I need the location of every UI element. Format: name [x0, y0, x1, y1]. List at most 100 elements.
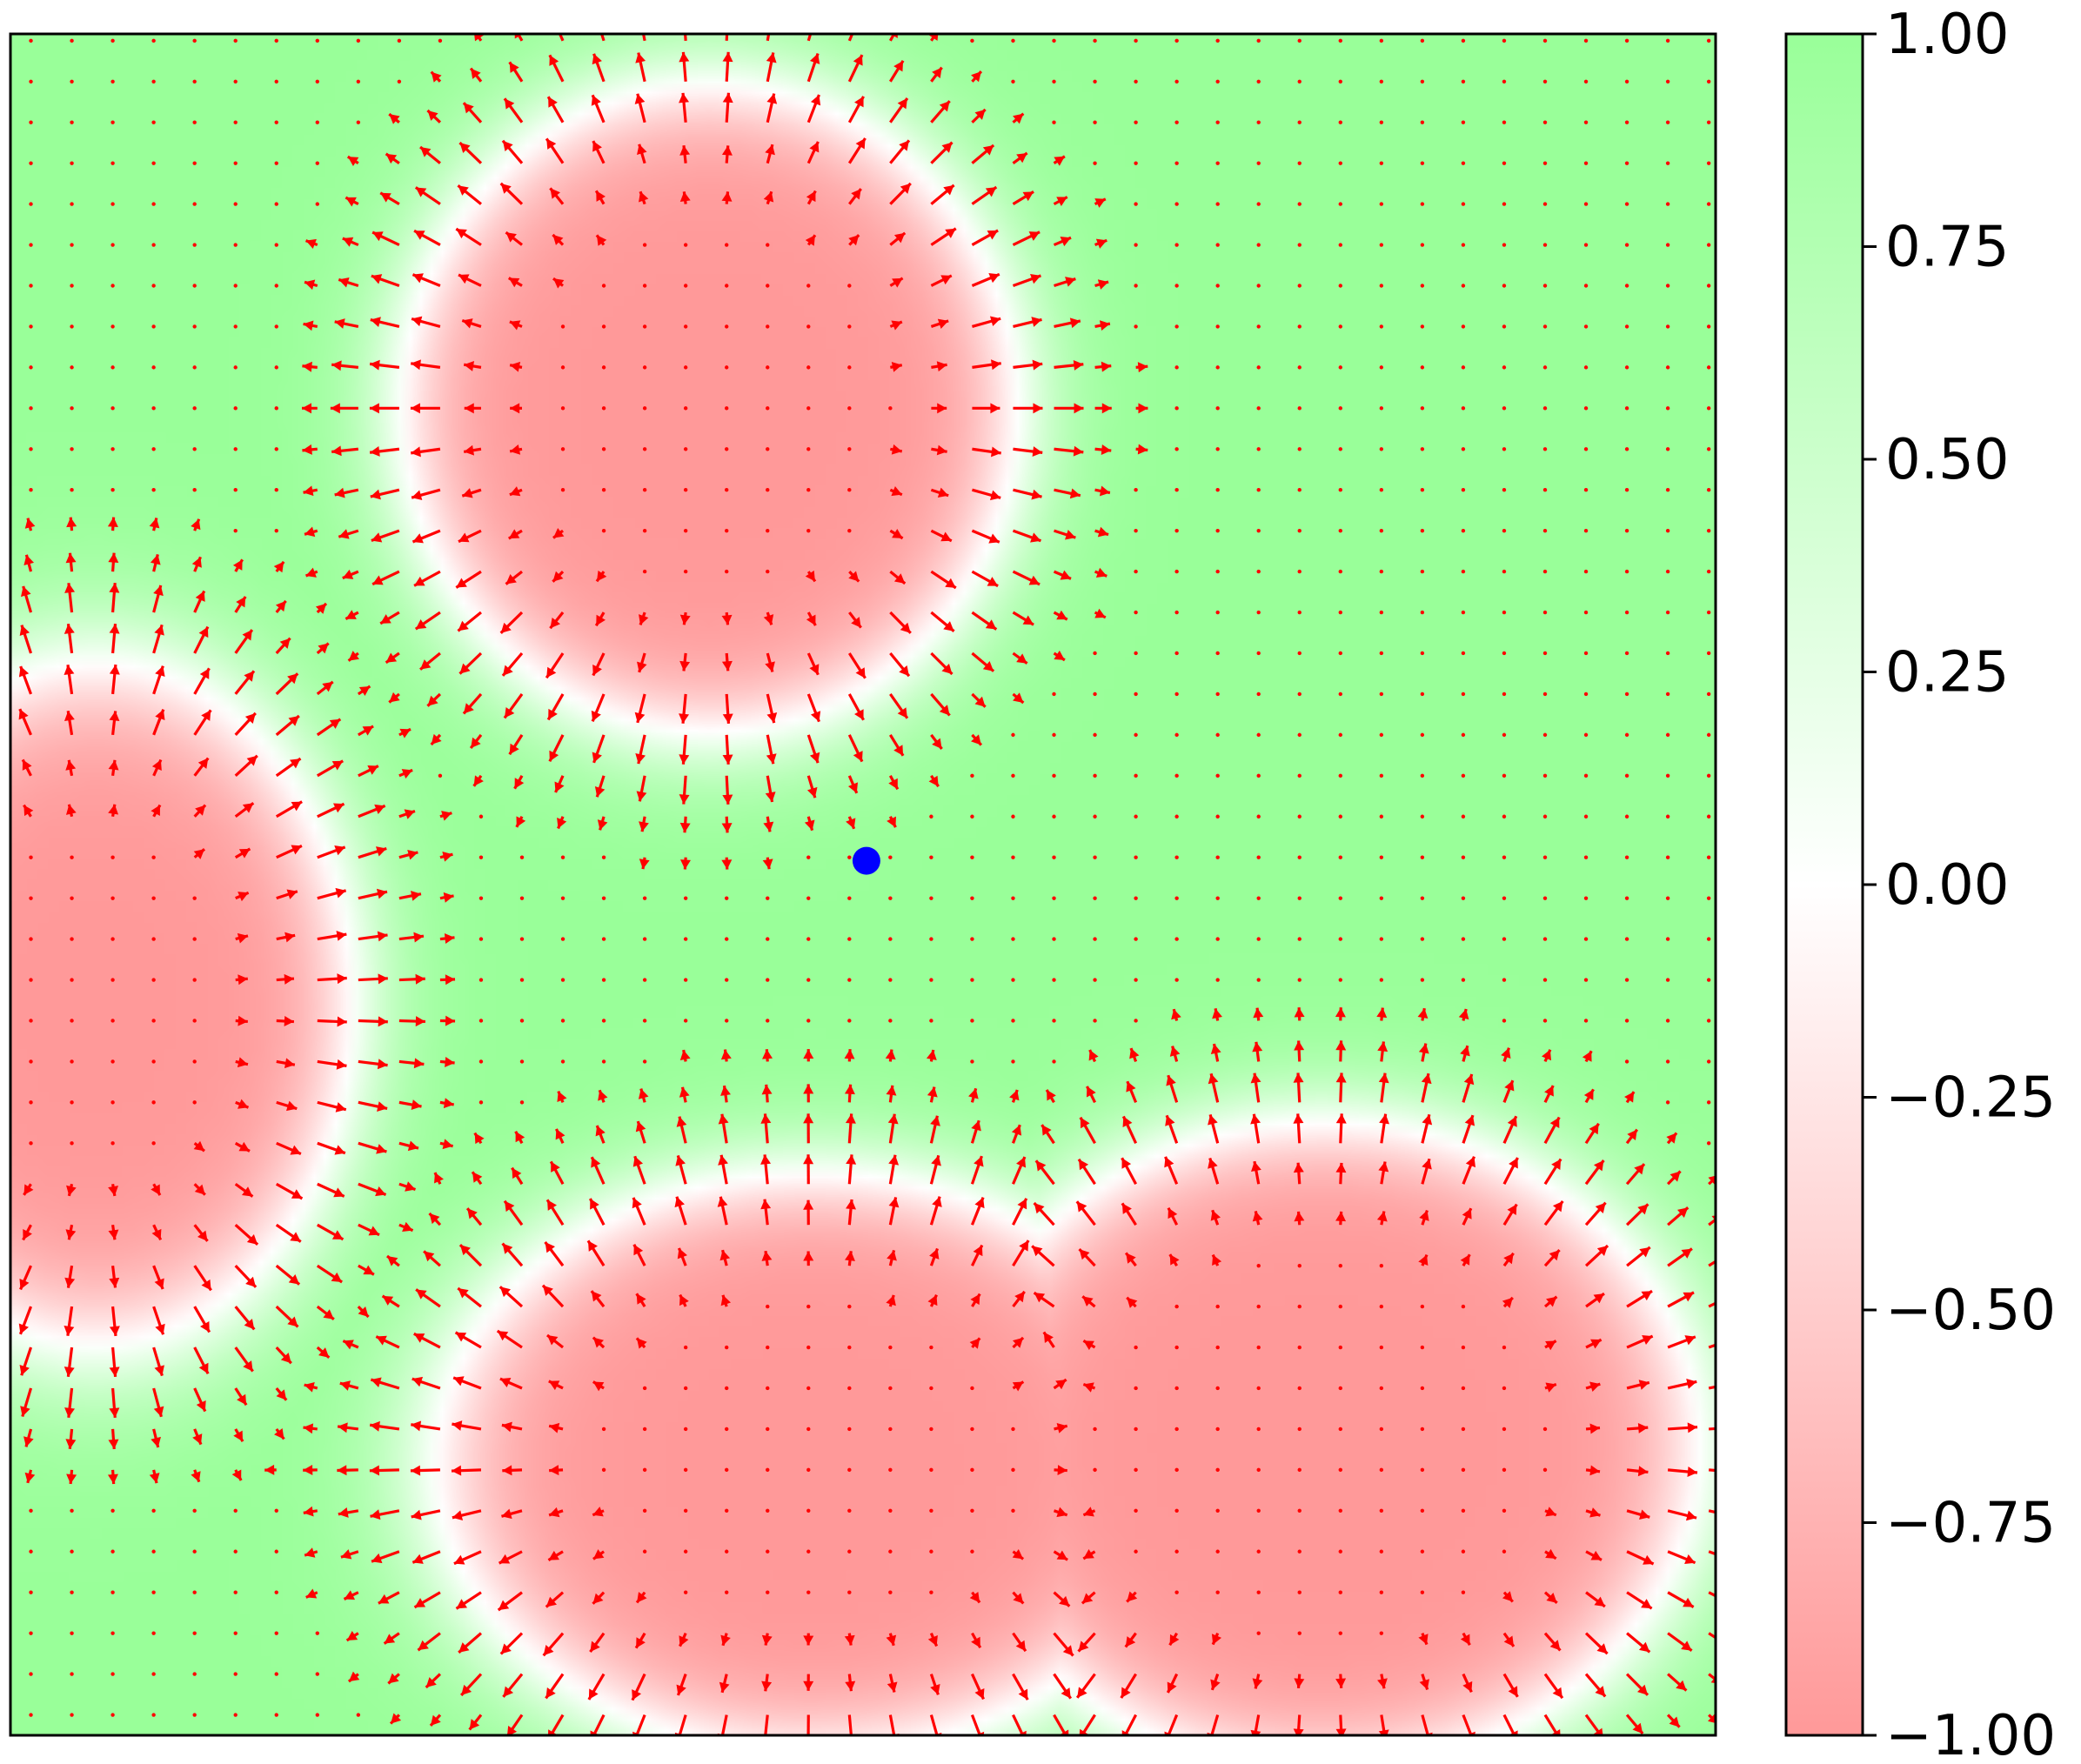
- vector-arrowhead: [635, 1121, 646, 1133]
- vector-arrowhead: [945, 228, 956, 238]
- vector-dot: [1542, 406, 1548, 411]
- vector-dot: [1461, 692, 1466, 697]
- vector-dot: [192, 406, 197, 411]
- vector-arrowhead: [387, 1256, 398, 1266]
- vector-arrowhead: [893, 573, 906, 584]
- vector-dot: [1011, 773, 1015, 778]
- vector-dot: [1379, 1508, 1384, 1513]
- vector-dot: [70, 447, 74, 451]
- vector-dot: [151, 1508, 156, 1513]
- vector-arrowhead: [154, 1278, 164, 1289]
- vector-arrowhead: [337, 1016, 347, 1027]
- vector-dot: [274, 1672, 278, 1676]
- vector-arrowhead: [636, 1338, 647, 1349]
- vector-dot: [1134, 79, 1138, 84]
- vector-dot: [1174, 1508, 1179, 1513]
- vector-dot: [151, 202, 156, 206]
- vector-dot: [1461, 161, 1466, 165]
- vector-arrowhead: [462, 318, 473, 329]
- vector-dot: [70, 38, 74, 43]
- vector-arrowhead: [900, 183, 911, 194]
- vector-arrowhead: [1125, 1636, 1136, 1647]
- vector-arrow: [558, 34, 565, 42]
- vector-dot: [970, 1386, 974, 1391]
- vector-dot: [151, 365, 156, 370]
- vector-dot: [1379, 1631, 1384, 1635]
- vector-arrowhead: [893, 232, 906, 244]
- vector-dot: [725, 365, 729, 370]
- vector-arrowhead: [809, 752, 820, 764]
- vector-dot: [356, 1713, 361, 1717]
- vector-arrowhead: [246, 1234, 258, 1245]
- vector-arrowhead: [1545, 1382, 1556, 1393]
- vector-dot: [1215, 488, 1220, 492]
- vector-dot: [806, 855, 811, 859]
- vector-dot: [315, 161, 319, 165]
- vector-dot: [1256, 365, 1261, 370]
- vector-dot: [1174, 651, 1179, 656]
- vector-arrowhead: [803, 1251, 814, 1261]
- vector-dot: [847, 1549, 852, 1554]
- vector-arrowhead: [464, 403, 474, 414]
- vector-dot: [1502, 896, 1507, 900]
- vector-dot: [1502, 243, 1507, 247]
- vector-arrowhead: [590, 1640, 600, 1653]
- vector-dot: [1052, 978, 1056, 982]
- vector-arrowhead: [635, 753, 646, 765]
- vector-arrowhead: [427, 110, 438, 121]
- vector-arrowhead: [897, 97, 907, 110]
- vector-arrowhead: [1022, 615, 1034, 625]
- vector-arrowhead: [1379, 1113, 1390, 1125]
- vector-arrowhead: [803, 1113, 814, 1124]
- vector-arrowhead: [941, 663, 953, 674]
- vector-dot: [274, 447, 278, 451]
- vector-arrowhead: [151, 759, 162, 772]
- vector-arrowhead: [510, 403, 520, 414]
- vector-arrowhead: [1030, 273, 1041, 284]
- vector-arrowhead: [1013, 113, 1024, 124]
- colorbar: 1.000.750.500.250.00−0.25−0.50−0.75−1.00: [1784, 3, 2056, 1764]
- vector-arrowhead: [927, 1086, 938, 1098]
- vector-arrowhead: [1127, 1591, 1138, 1602]
- vector-dot: [1297, 1304, 1301, 1309]
- vector-dot: [1665, 896, 1670, 900]
- vector-arrowhead: [1032, 359, 1043, 371]
- vector-arrowhead: [66, 1473, 77, 1484]
- vector-dot: [1706, 773, 1711, 778]
- vector-dot: [397, 79, 402, 84]
- vector-dot: [1011, 1059, 1015, 1064]
- vector-arrowhead: [1637, 1422, 1649, 1433]
- vector-dot: [1215, 365, 1220, 370]
- vector-arrowhead: [288, 716, 299, 726]
- vector-dot: [274, 406, 278, 411]
- vector-arrowhead: [109, 624, 120, 634]
- vector-dot: [151, 284, 156, 288]
- vector-dot: [1174, 38, 1179, 43]
- vector-dot: [29, 978, 33, 982]
- vector-dot: [1093, 978, 1097, 982]
- vector-dot: [1338, 528, 1343, 533]
- vector-arrowhead: [549, 1465, 559, 1476]
- vector-dot: [29, 120, 33, 124]
- vector-arrowhead: [238, 974, 248, 986]
- vector-dot: [847, 488, 852, 492]
- vector-dot: [642, 528, 647, 533]
- vector-arrowhead: [844, 1084, 855, 1095]
- vector-arrowhead: [721, 859, 733, 870]
- vector-dot: [1215, 120, 1220, 124]
- vector-dot: [1338, 324, 1343, 329]
- vector-dot: [1420, 243, 1425, 247]
- vector-arrowhead: [420, 146, 432, 157]
- vector-arrowhead: [274, 1428, 284, 1440]
- vector-arrowhead: [1508, 1686, 1518, 1697]
- vector-dot: [1624, 528, 1629, 533]
- vector-arrowhead: [23, 805, 34, 817]
- vector-arrowhead: [1137, 362, 1148, 373]
- vector-arrowhead: [1464, 1115, 1475, 1126]
- vector-dot: [1624, 243, 1629, 247]
- vector-arrowhead: [18, 1323, 29, 1334]
- vector-arrowhead: [929, 1248, 940, 1260]
- vector-arrowhead: [1126, 1253, 1136, 1264]
- vector-dot: [29, 1549, 33, 1554]
- vector-arrowhead: [1637, 1466, 1649, 1477]
